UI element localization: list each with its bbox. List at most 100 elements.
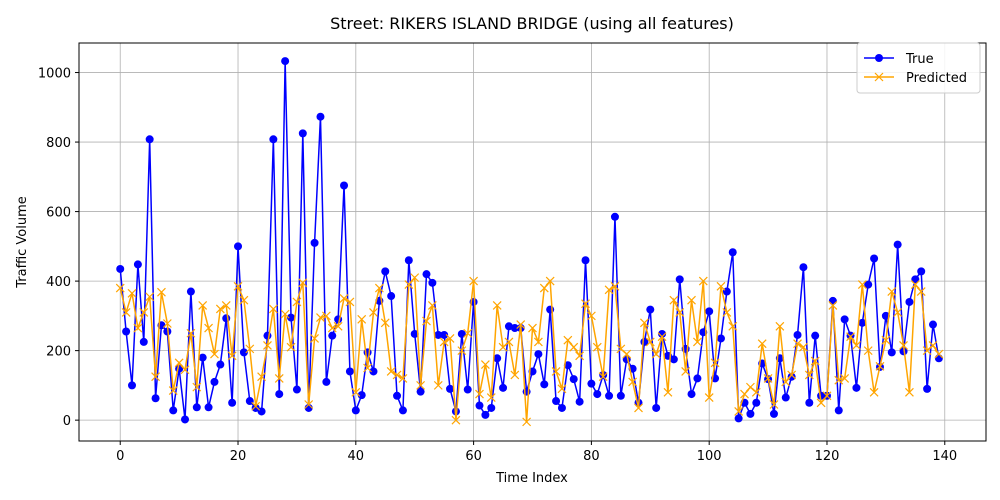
data-point-true: [387, 292, 396, 301]
y-axis-label: Traffic Volume: [15, 196, 30, 289]
data-point-predicted: [380, 318, 390, 328]
x-marker-stroke: [210, 349, 219, 359]
data-point-predicted: [145, 292, 155, 302]
x-marker-stroke: [551, 367, 561, 376]
data-point-predicted: [162, 319, 172, 328]
data-point-predicted: [840, 374, 850, 383]
data-point-predicted: [427, 301, 437, 310]
data-point-predicted: [510, 370, 520, 380]
series-true: [116, 57, 943, 424]
x-marker-stroke: [610, 281, 620, 291]
x-marker-stroke: [392, 370, 402, 380]
x-marker-stroke: [374, 283, 384, 293]
data-point-true: [658, 329, 667, 338]
data-point-true: [781, 393, 790, 402]
data-point-true: [581, 256, 590, 265]
data-point-true: [316, 112, 325, 121]
data-point-true: [746, 409, 755, 418]
x-marker-stroke: [816, 398, 826, 408]
data-point-true: [569, 375, 578, 384]
x-marker-stroke: [928, 340, 938, 350]
data-point-true: [416, 387, 425, 396]
data-point-true: [911, 275, 920, 284]
data-point-true: [552, 397, 561, 406]
x-marker-stroke: [233, 281, 243, 291]
data-point-predicted: [316, 313, 325, 323]
x-tick-label: 20: [230, 449, 247, 464]
x-marker-stroke: [121, 307, 131, 317]
data-point-predicted: [457, 346, 467, 356]
data-point-true: [534, 350, 543, 359]
data-point-predicted: [186, 328, 196, 338]
x-marker-stroke: [710, 358, 720, 368]
x-marker-stroke: [787, 370, 797, 380]
data-point-predicted: [433, 380, 443, 390]
x-marker-stroke: [263, 340, 272, 350]
data-point-predicted: [422, 316, 431, 326]
data-point-predicted: [899, 340, 908, 350]
x-marker-stroke: [145, 292, 155, 302]
data-point-true: [693, 374, 702, 383]
x-marker-stroke: [657, 332, 667, 342]
data-point-true: [139, 337, 148, 346]
data-point-predicted: [575, 351, 585, 361]
x-marker-stroke: [645, 337, 655, 347]
data-point-predicted: [416, 380, 426, 390]
x-marker-stroke: [557, 384, 567, 394]
data-point-true: [675, 275, 684, 284]
data-point-predicted: [204, 323, 213, 333]
data-point-true: [687, 390, 696, 399]
data-point-true: [357, 391, 366, 400]
data-point-predicted: [798, 342, 808, 352]
data-point-true: [893, 240, 902, 249]
x-marker-stroke: [475, 389, 484, 399]
data-point-predicted: [852, 340, 861, 350]
x-marker-stroke: [745, 382, 755, 392]
data-point-predicted: [869, 387, 879, 397]
data-point-true: [263, 331, 272, 340]
data-point-predicted: [374, 283, 384, 293]
data-point-true: [793, 330, 802, 339]
data-point-predicted: [551, 367, 561, 376]
data-point-predicted: [675, 307, 685, 317]
x-marker-stroke: [192, 382, 202, 392]
data-point-true: [858, 318, 867, 327]
data-point-predicted: [516, 320, 526, 329]
data-point-predicted: [198, 301, 208, 310]
data-point-predicted: [339, 294, 349, 303]
data-point-predicted: [722, 307, 732, 317]
data-point-true: [811, 331, 820, 340]
data-point-true: [404, 256, 413, 265]
data-point-true: [269, 135, 278, 144]
x-marker-stroke: [639, 318, 649, 328]
data-point-predicted: [245, 344, 255, 354]
data-point-true: [499, 383, 508, 392]
data-point-predicted: [410, 273, 420, 283]
x-marker-stroke: [734, 407, 744, 416]
x-marker-stroke: [740, 389, 749, 399]
data-point-true: [116, 264, 125, 273]
data-point-predicted: [357, 314, 367, 324]
data-point-true: [593, 390, 602, 399]
data-point-true: [928, 320, 937, 329]
data-point-true: [616, 391, 625, 400]
data-point-true: [905, 297, 914, 306]
data-point-predicted: [168, 386, 178, 396]
x-marker-stroke: [445, 334, 455, 343]
data-point-predicted: [557, 384, 567, 394]
x-marker-stroke: [310, 334, 320, 343]
x-marker-stroke: [592, 342, 602, 352]
x-marker-stroke: [351, 387, 361, 397]
data-point-predicted: [569, 342, 579, 352]
legend-label-predicted: Predicted: [906, 71, 967, 86]
data-point-predicted: [286, 342, 296, 352]
data-point-predicted: [274, 374, 284, 383]
data-point-true: [575, 397, 584, 406]
data-point-true: [540, 380, 549, 389]
data-point-true: [493, 354, 502, 363]
data-point-true: [834, 406, 843, 415]
x-marker-stroke: [692, 337, 702, 347]
data-point-predicted: [804, 370, 814, 380]
legend: True Predicted: [856, 42, 981, 94]
x-marker-stroke: [239, 295, 249, 305]
